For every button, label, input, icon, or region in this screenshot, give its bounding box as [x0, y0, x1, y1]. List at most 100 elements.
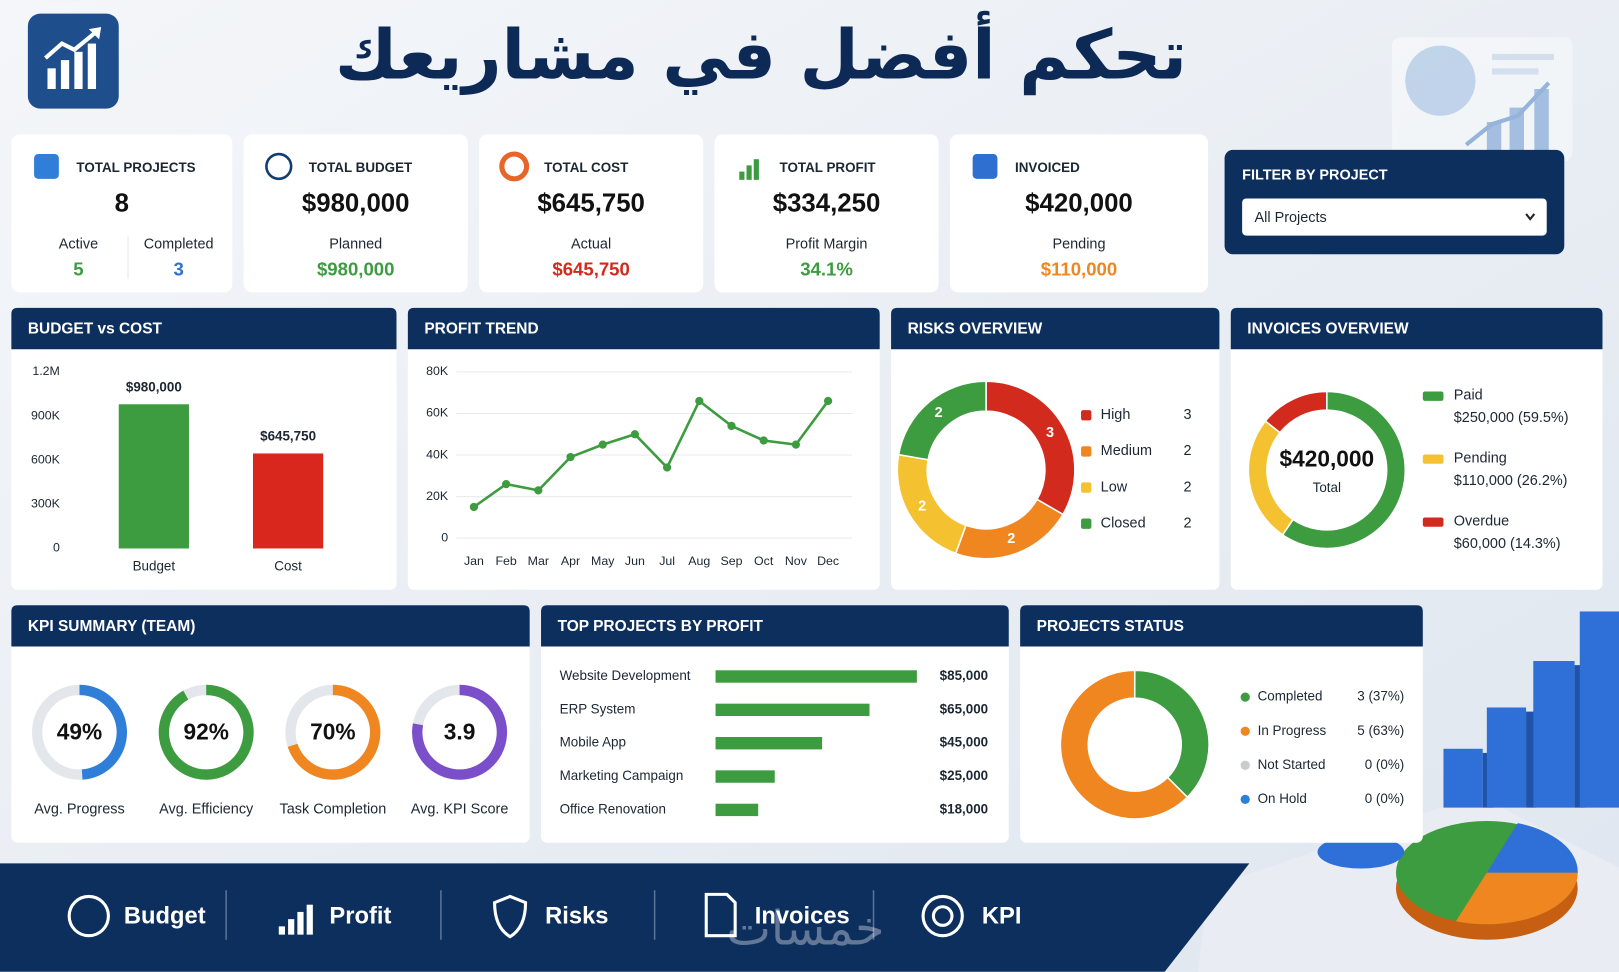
y-tick-label: 0: [53, 541, 60, 555]
y-tick-label: 60K: [426, 406, 449, 420]
legend-value: $250,000 (59.5%): [1454, 410, 1569, 426]
nav-icon: [493, 894, 528, 939]
center-caption: Total: [1313, 480, 1341, 495]
panel: [541, 605, 1009, 843]
decor-bottom: [1197, 611, 1619, 972]
nav-icon: [921, 894, 964, 938]
value-label: $45,000: [940, 735, 988, 750]
line-point: [469, 502, 479, 512]
panel-header: [891, 307, 1220, 350]
legend-label: Paid: [1454, 387, 1483, 403]
donut-segment: [1133, 669, 1210, 799]
stat-value: 3: [173, 259, 183, 280]
card-value: $334,250: [773, 189, 881, 217]
segment-label: 3: [1046, 425, 1054, 441]
stat-label: Planned: [329, 237, 382, 253]
nav-item[interactable]: Risks: [493, 894, 609, 939]
legend-swatch: [1422, 517, 1444, 527]
watermark: خمسات: [726, 902, 884, 957]
panel: [1020, 605, 1423, 843]
panel-header: [1230, 307, 1603, 350]
stat-value: $980,000: [317, 259, 395, 280]
value-label: $645,750: [260, 428, 316, 443]
legend-value: 2: [1184, 515, 1192, 531]
card-title: TOTAL BUDGET: [309, 160, 413, 175]
card-value: $980,000: [302, 189, 410, 217]
y-tick-label: 0: [441, 530, 448, 544]
segment-label: 2: [1007, 531, 1015, 547]
card-icon: [499, 151, 530, 182]
bar: [715, 703, 870, 717]
card-icon: [265, 152, 293, 181]
x-tick-label: Jan: [464, 554, 484, 568]
legend-swatch: [1240, 726, 1250, 736]
legend-value: 0 (0%): [1365, 791, 1405, 806]
line-point: [534, 486, 543, 495]
card-title: INVOICED: [1015, 160, 1080, 175]
nav-icon: [704, 892, 737, 938]
legend-value: 2: [1184, 443, 1192, 459]
gauge-value: 3.9: [444, 718, 476, 744]
nav-icon: [931, 905, 954, 927]
nav-icon: [306, 904, 313, 935]
kpi-card: [714, 134, 939, 293]
line-point: [695, 396, 704, 406]
x-tick-label: Mar: [528, 554, 549, 568]
logo: [27, 13, 119, 109]
nav-icon: [288, 919, 295, 935]
y-tick-label: 300K: [31, 497, 61, 511]
nav-label: Budget: [124, 903, 206, 929]
gauge-label: Avg. KPI Score: [411, 802, 509, 818]
legend-label: Medium: [1101, 443, 1152, 459]
panel-header: [11, 605, 530, 647]
kpi-card: [11, 134, 233, 293]
value-label: $25,000: [940, 768, 988, 783]
legend-swatch: [1422, 391, 1444, 401]
bar: [715, 770, 775, 783]
legend-label: Completed: [1258, 689, 1323, 704]
nav-item[interactable]: Invoices: [704, 892, 850, 938]
legend-value: $110,000 (26.2%): [1454, 473, 1568, 489]
bar: [715, 670, 917, 683]
card-icon: [972, 154, 998, 179]
project-name: ERP System: [560, 701, 636, 716]
value-label: $65,000: [940, 701, 988, 716]
gauge-value: 70%: [310, 718, 355, 744]
gauge-value: 92%: [183, 718, 228, 744]
project-select[interactable]: All Projects: [1242, 198, 1547, 236]
filter-title: FILTER BY PROJECT: [1242, 168, 1388, 184]
donut-segment: [1264, 390, 1328, 434]
legend-swatch: [1240, 794, 1250, 805]
nav-item[interactable]: Profit: [278, 903, 392, 935]
kpi-card: [479, 134, 704, 293]
nav-icon: [297, 911, 304, 935]
panel-header: [1020, 605, 1423, 647]
card-title: TOTAL COST: [544, 160, 629, 175]
bar: [715, 803, 759, 817]
nav-item[interactable]: KPI: [921, 894, 1022, 938]
project-name: Office Renovation: [560, 801, 666, 816]
segment-label: 2: [935, 405, 943, 421]
stat-label: Actual: [571, 237, 611, 253]
decor-top: [1391, 37, 1573, 162]
panel: [1230, 307, 1603, 590]
legend-swatch: [1240, 760, 1250, 770]
card-title: TOTAL PROFIT: [780, 160, 877, 175]
kpi-card: [243, 134, 468, 293]
line-point: [566, 452, 575, 462]
legend-value: $60,000 (14.3%): [1454, 536, 1561, 552]
x-tick-label: Dec: [817, 554, 839, 568]
x-tick-label: Jun: [625, 554, 645, 568]
line-point: [823, 396, 833, 406]
stat-value: 5: [73, 259, 83, 280]
legend-swatch: [1240, 692, 1250, 702]
bar: [252, 453, 324, 549]
project-name: Marketing Campaign: [560, 768, 684, 783]
legend-label: In Progress: [1258, 723, 1327, 738]
y-tick-label: 80K: [426, 364, 449, 378]
nav-item[interactable]: Budget: [67, 894, 206, 938]
select-box: [1242, 198, 1547, 236]
legend-label: Closed: [1101, 515, 1146, 531]
panel: [11, 307, 397, 590]
